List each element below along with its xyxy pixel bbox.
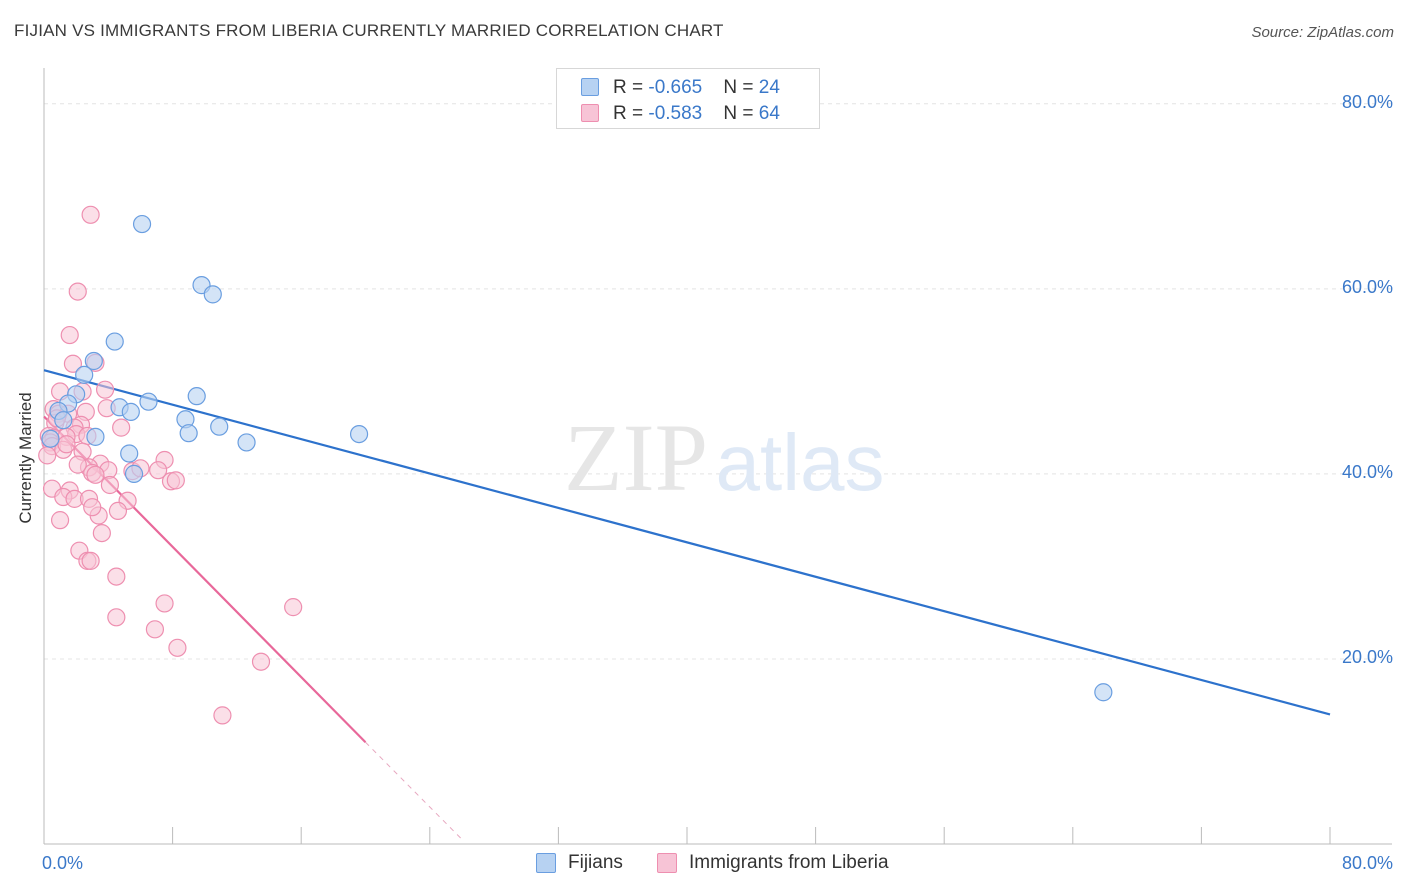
legend-swatch-liberia [657,853,677,873]
point-fijians-22 [124,464,144,483]
point-fijians-21 [120,444,139,463]
watermark-zip: ZIP [564,404,708,511]
legend-swatch-fijians [536,853,556,873]
point-liberia-0 [81,205,100,224]
grid-lines [44,103,1392,660]
point-liberia-37 [166,471,185,490]
y-tick-label-2: 60.0% [1341,276,1393,297]
legend-stats-fijians: R = -0.665 N = 24 [613,77,780,98]
point-liberia-62 [100,475,120,495]
series-legend: Fijians Immigrants from Liberia [0,852,1406,878]
point-liberia-6 [95,380,115,399]
point-liberia-44 [50,511,70,530]
point-fijians-11 [121,402,140,421]
legend-label-liberia: Immigrants from Liberia [689,852,889,873]
legend-stats-liberia: R = -0.583 N = 64 [613,103,780,124]
legend-swatch-blue [581,78,599,96]
x-tick-label-1: 80.0% [1341,853,1393,873]
trendline-liberia-extension [365,741,463,840]
watermark-atlas: atlas [716,418,885,507]
point-fijians-14 [54,411,73,430]
point-fijians-0 [132,214,152,234]
point-fijians-3 [105,332,124,351]
x-tick-label-0: 0.0% [42,853,84,873]
point-fijians-20 [41,429,60,448]
point-liberia-26 [38,446,57,465]
point-liberia-61 [68,455,87,474]
point-liberia-50 [81,551,100,570]
point-fijians-5 [75,365,94,384]
point-fijians-23 [1094,683,1113,702]
point-liberia-2 [60,325,79,345]
trendline-fijians [43,369,1331,716]
point-liberia-47 [92,523,111,543]
point-fijians-7 [187,387,206,406]
point-liberia-21 [112,418,131,437]
point-liberia-4 [63,354,83,373]
chart-title: FIJIAN VS IMMIGRANTS FROM LIBERIA CURREN… [14,21,724,40]
point-liberia-46 [108,501,128,520]
point-liberia-1 [68,282,87,301]
y-tick-label-1: 40.0% [1341,461,1393,482]
point-fijians-8 [139,392,158,411]
y-tick-label-0: 20.0% [1341,646,1393,667]
data-points [38,205,1113,725]
source-label: Source: ZipAtlas.com [1251,24,1394,41]
point-fijians-17 [349,424,369,444]
point-liberia-54 [107,608,126,627]
point-liberia-34 [149,461,168,480]
watermark: ZIP atlas [564,404,884,511]
point-fijians-18 [86,427,105,446]
correlation-legend: R = -0.665 N = 24 R = -0.583 N = 64 [556,68,820,129]
point-liberia-51 [107,567,126,586]
point-fijians-2 [203,285,222,304]
point-liberia-60 [57,435,76,454]
point-liberia-55 [145,620,165,639]
point-fijians-16 [179,424,198,443]
y-tick-label-3: 80.0% [1341,91,1393,112]
legend-swatch-pink [581,104,599,122]
point-liberia-35 [86,465,105,484]
point-liberia-57 [251,652,271,671]
point-liberia-63 [83,498,102,517]
point-liberia-53 [284,598,303,617]
point-liberia-58 [213,706,232,725]
point-fijians-19 [237,433,256,452]
legend-label-fijians: Fijians [568,852,623,873]
point-liberia-56 [168,638,187,657]
point-liberia-52 [155,594,174,613]
point-fijians-15 [210,417,229,436]
point-fijians-4 [84,351,103,371]
